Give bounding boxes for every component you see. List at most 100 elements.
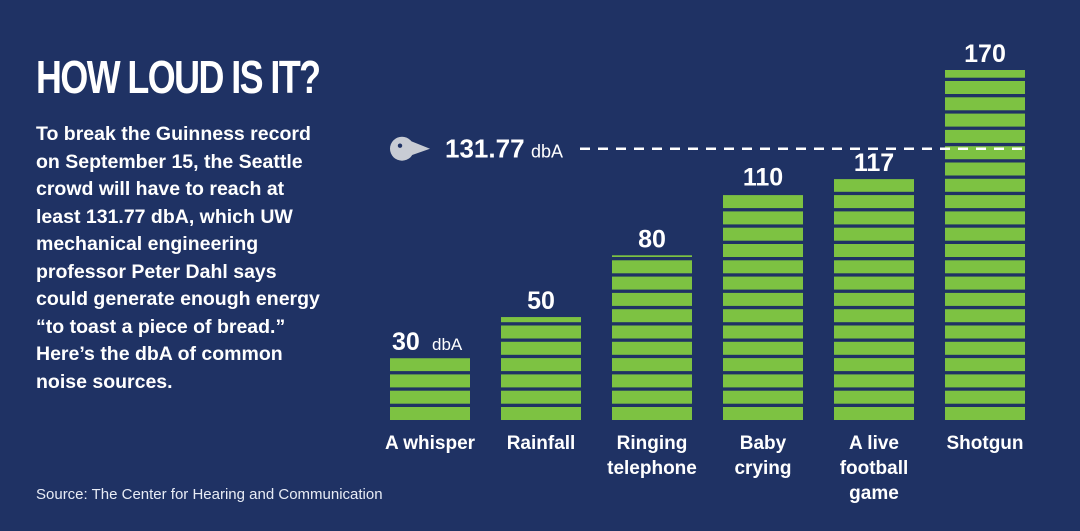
category-label: Baby: [740, 433, 787, 454]
value-label: 50: [527, 287, 555, 315]
bar-segment: [945, 276, 1025, 290]
bar: [390, 358, 470, 420]
bar-segment: [612, 407, 692, 420]
bar-segment: [723, 195, 803, 209]
bar-segment: [945, 113, 1025, 127]
category-label: A whisper: [385, 433, 476, 454]
bar-segment: [834, 407, 914, 420]
bar-segment: [390, 374, 470, 388]
bar-segment: [612, 260, 692, 274]
bar-segment: [834, 244, 914, 257]
source-note: Source: The Center for Hearing and Commu…: [36, 486, 383, 503]
bar-segment: [834, 374, 914, 388]
bar-segment: [945, 341, 1025, 355]
bar-segment: [390, 390, 470, 404]
bar-segment: [945, 178, 1025, 192]
value-label: 110: [743, 164, 783, 192]
bar-segment: [723, 407, 803, 420]
bar-segment: [945, 407, 1025, 420]
bar-segment: [834, 227, 914, 241]
bar: [612, 255, 692, 420]
bar-segment: [834, 390, 914, 404]
bar-segment: [612, 341, 692, 355]
bar-segment: [723, 276, 803, 290]
category-label: Ringing: [617, 433, 688, 454]
bar-segment: [612, 374, 692, 388]
bar-segment: [612, 292, 692, 306]
bar-segment: [834, 325, 914, 339]
reference-value-label: 131.77: [445, 134, 525, 164]
bar-segment: [834, 309, 914, 323]
bar-segment: [501, 341, 581, 355]
bar-segment: [612, 255, 692, 257]
bar: [501, 317, 581, 420]
bar-segment: [945, 244, 1025, 257]
bar-segment: [945, 390, 1025, 404]
bar-segment: [723, 390, 803, 404]
bar-segment: [723, 260, 803, 274]
bar-segment: [612, 309, 692, 323]
bar-segment: [834, 211, 914, 225]
bar-segment: [945, 374, 1025, 388]
bar-segment: [501, 374, 581, 388]
bar-segment: [390, 358, 470, 372]
intro-paragraph: To break the Guinness record on Septembe…: [36, 123, 320, 393]
bar-segment: [501, 390, 581, 404]
bar-segment: [834, 195, 914, 209]
category-label: football: [840, 458, 909, 479]
bar-segment: [945, 97, 1025, 111]
bar-segment: [612, 390, 692, 404]
bar-segment: [723, 341, 803, 355]
bar: [834, 179, 914, 420]
bar-segment: [834, 260, 914, 274]
bar-segment: [723, 374, 803, 388]
category-label: telephone: [607, 458, 697, 479]
bar-segment: [834, 358, 914, 372]
bar-segment: [945, 81, 1025, 94]
bar-segment: [723, 292, 803, 306]
bar-segment: [945, 227, 1025, 241]
bar-segment: [945, 292, 1025, 306]
category-label: Rainfall: [507, 433, 576, 454]
bar-segment: [723, 358, 803, 372]
bar-segment: [945, 70, 1025, 78]
bar-segment: [945, 211, 1025, 225]
bar-segment: [501, 325, 581, 339]
category-label: A live: [849, 433, 899, 454]
bar-segment: [390, 407, 470, 420]
bar-segment: [945, 162, 1025, 176]
bar-segment: [612, 276, 692, 290]
bar: [723, 195, 803, 420]
category-label: Shotgun: [946, 433, 1023, 454]
bar-segment: [834, 179, 914, 192]
bar-segment: [723, 227, 803, 241]
seahawk-logo-icon: [390, 136, 430, 161]
bar-segment: [723, 211, 803, 225]
bar-segment: [945, 260, 1025, 274]
value-label: 80: [638, 225, 666, 253]
bar-segment: [945, 309, 1025, 323]
value-label: 170: [964, 40, 1006, 68]
bar-segment: [834, 276, 914, 290]
bar-segment: [501, 317, 581, 323]
bar-segment: [834, 341, 914, 355]
category-label: crying: [734, 458, 791, 479]
bar: [945, 70, 1025, 420]
bar-segment: [501, 358, 581, 372]
reference-unit-label: dbA: [531, 142, 563, 162]
bar-segment: [723, 309, 803, 323]
bar-segment: [612, 358, 692, 372]
bar-segment: [945, 325, 1025, 339]
bar-segment: [945, 129, 1025, 143]
value-label: 117: [854, 149, 894, 177]
bar-segment: [723, 325, 803, 339]
category-label: game: [849, 483, 899, 504]
page-title: HOW LOUD IS IT?: [36, 51, 321, 103]
bar-segment: [834, 292, 914, 306]
bar-segment: [723, 244, 803, 257]
unit-label: dbA: [432, 335, 463, 354]
bar-segment: [945, 195, 1025, 209]
value-label: 30: [392, 328, 420, 356]
bar-segment: [945, 358, 1025, 372]
